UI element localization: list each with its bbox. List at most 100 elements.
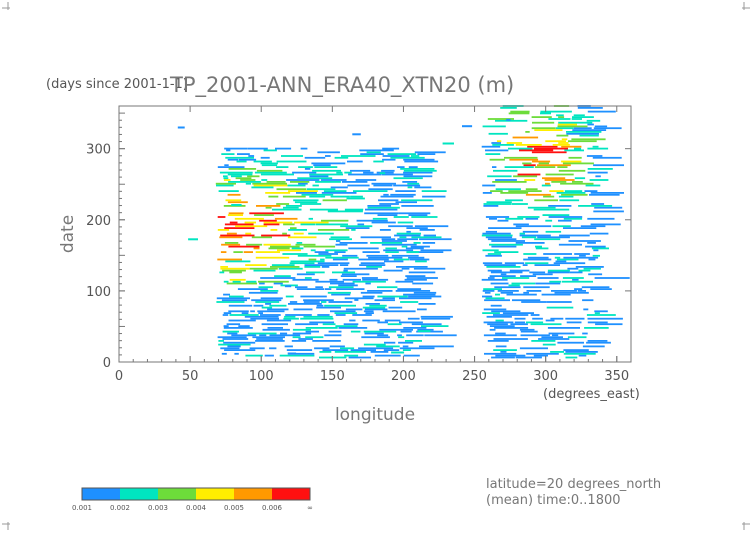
heatmap-cell xyxy=(261,179,268,181)
heatmap-cell xyxy=(519,234,551,237)
heatmap-cell xyxy=(291,247,304,250)
heatmap-cell xyxy=(330,236,350,239)
heatmap-cell xyxy=(381,169,395,172)
heatmap-cell xyxy=(417,328,434,331)
heatmap-cell xyxy=(541,184,551,187)
heatmap-cell xyxy=(406,334,424,337)
heatmap-cell xyxy=(574,147,582,150)
heatmap-cell xyxy=(377,295,408,298)
heatmap-cell xyxy=(293,308,313,311)
heatmap-cell xyxy=(292,278,319,281)
colorbar-swatch xyxy=(82,488,120,500)
heatmap-cell xyxy=(348,173,382,176)
heatmap-cell xyxy=(261,164,278,167)
heatmap-cell xyxy=(352,280,386,283)
x-tick-label: 0 xyxy=(115,369,123,384)
heatmap-cell xyxy=(221,153,235,155)
heatmap-cell xyxy=(300,147,308,150)
heatmap-cell xyxy=(552,144,570,146)
heatmap-cell xyxy=(249,267,278,270)
heatmap-cell xyxy=(249,212,284,215)
heatmap-cell xyxy=(561,280,593,283)
heatmap-cell xyxy=(338,284,358,287)
heatmap-cell xyxy=(309,208,338,211)
heatmap-cell xyxy=(383,349,400,351)
heatmap-cell xyxy=(490,190,503,192)
heatmap-cell xyxy=(587,110,616,113)
heatmap-cell xyxy=(303,315,333,318)
heatmap-cell xyxy=(332,258,348,261)
heatmap-cell xyxy=(593,127,622,130)
heatmap-cell xyxy=(419,229,435,231)
heatmap-cell xyxy=(224,349,256,351)
colorbar-swatch xyxy=(272,488,310,500)
heatmap-cell xyxy=(342,254,358,257)
heatmap-cell xyxy=(296,242,303,244)
heatmap-cell xyxy=(538,162,549,165)
heatmap-cell xyxy=(581,286,610,289)
heatmap-cell xyxy=(527,256,549,259)
heatmap-cell xyxy=(357,223,365,226)
heatmap-cell xyxy=(509,158,539,161)
heatmap-cell xyxy=(385,251,399,253)
heatmap-cell xyxy=(296,192,317,194)
heatmap-cell xyxy=(495,188,521,191)
heatmap-cell xyxy=(248,155,255,157)
y-tick-label: 200 xyxy=(86,214,111,229)
heatmap-cell xyxy=(298,182,308,185)
x-tick-label: 100 xyxy=(249,369,274,384)
heatmap-cell xyxy=(329,238,352,241)
heatmap-cell xyxy=(403,169,437,172)
heatmap-cell xyxy=(484,352,517,355)
heatmap-cell xyxy=(504,262,525,265)
heatmap-cell xyxy=(483,308,507,311)
heatmap-cell xyxy=(368,188,393,191)
heatmap-cell xyxy=(380,195,414,198)
heatmap-cell xyxy=(293,199,319,202)
heatmap-cell xyxy=(315,286,323,289)
heatmap-cell xyxy=(340,275,357,277)
heatmap-cell xyxy=(409,251,444,253)
heatmap-cell xyxy=(422,242,436,244)
heatmap-cell xyxy=(283,317,299,320)
heatmap-cell xyxy=(482,125,506,128)
heatmap-cell xyxy=(400,168,435,170)
x-axis-label: longitude xyxy=(335,405,415,425)
heatmap-cell xyxy=(526,290,542,292)
heatmap-cell xyxy=(361,277,378,279)
heatmap-cell xyxy=(312,169,341,172)
heatmap-cell xyxy=(256,338,283,340)
heatmap-cell xyxy=(531,151,567,154)
heatmap-cell xyxy=(589,179,609,181)
heatmap-cell xyxy=(560,182,594,185)
heatmap-cell xyxy=(343,267,378,270)
heatmap-cell xyxy=(223,280,229,283)
heatmap-cell xyxy=(572,181,583,183)
heatmap-cell xyxy=(589,193,620,196)
colorbar-swatch xyxy=(120,488,158,500)
heatmap-cell xyxy=(403,293,436,296)
heatmap-cell xyxy=(229,295,244,298)
heatmap-cell xyxy=(590,288,612,290)
heatmap-cell xyxy=(362,251,380,253)
heatmap-cell xyxy=(350,195,363,198)
heatmap-cell xyxy=(537,164,571,167)
heatmap-cell xyxy=(370,242,403,244)
heatmap-cell xyxy=(482,262,503,265)
colorbar: 0.001 0.002 0.003 0.004 0.005 0.006 ∞ xyxy=(72,487,313,512)
heatmap-cell xyxy=(572,278,579,281)
heatmap-cell xyxy=(413,267,446,270)
heatmap-cell xyxy=(265,206,272,209)
heatmap-cell xyxy=(548,118,571,120)
heatmap-cell xyxy=(406,230,411,233)
heatmap-cell xyxy=(177,126,185,129)
heatmap-cell xyxy=(587,147,609,150)
heatmap-cell xyxy=(291,340,307,342)
heatmap-cell xyxy=(254,171,287,174)
heatmap-cell xyxy=(364,212,399,215)
heatmap-cell xyxy=(229,314,259,316)
heatmap-cell xyxy=(533,354,548,357)
heatmap-cell xyxy=(344,297,374,300)
heatmap-cell xyxy=(321,266,330,268)
heatmap-cell xyxy=(327,291,351,294)
